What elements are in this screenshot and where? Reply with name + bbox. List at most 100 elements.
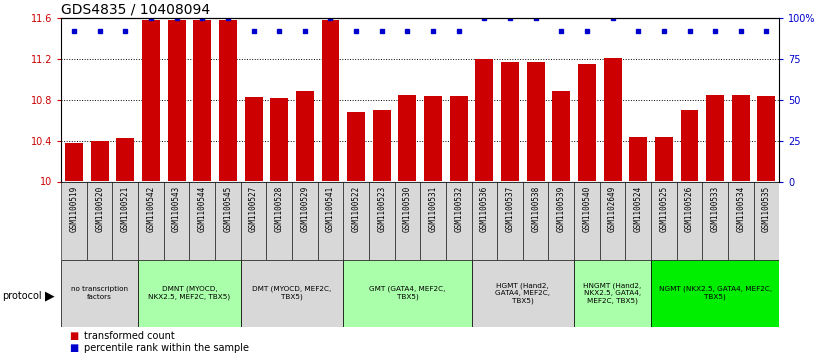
Bar — [472, 260, 574, 327]
Bar — [344, 260, 472, 327]
Text: protocol: protocol — [2, 291, 42, 301]
Bar — [241, 182, 266, 260]
Text: HNGMT (Hand2,
NKX2.5, GATA4,
MEF2C, TBX5): HNGMT (Hand2, NKX2.5, GATA4, MEF2C, TBX5… — [583, 282, 641, 304]
Bar — [61, 182, 86, 260]
Bar — [574, 182, 600, 260]
Bar — [706, 95, 724, 182]
Bar — [215, 182, 241, 260]
Bar — [266, 182, 292, 260]
Text: GSM1100545: GSM1100545 — [224, 185, 233, 232]
Bar — [600, 182, 625, 260]
Bar — [142, 20, 160, 182]
Bar — [446, 182, 472, 260]
Bar — [651, 260, 779, 327]
Text: no transcription
factors: no transcription factors — [71, 286, 128, 300]
Bar — [117, 138, 135, 182]
Bar — [395, 182, 420, 260]
Bar — [189, 182, 215, 260]
Bar — [548, 182, 574, 260]
Bar — [296, 91, 314, 182]
Text: ■: ■ — [69, 343, 78, 354]
Text: HGMT (Hand2,
GATA4, MEF2C,
TBX5): HGMT (Hand2, GATA4, MEF2C, TBX5) — [495, 282, 550, 304]
Text: GSM1100519: GSM1100519 — [69, 185, 78, 232]
Bar — [219, 20, 237, 182]
Bar — [164, 182, 189, 260]
Text: GSM1100542: GSM1100542 — [146, 185, 156, 232]
Bar — [270, 98, 288, 182]
Text: GSM1100532: GSM1100532 — [455, 185, 463, 232]
Bar — [138, 182, 164, 260]
Text: DMNT (MYOCD,
NKX2.5, MEF2C, TBX5): DMNT (MYOCD, NKX2.5, MEF2C, TBX5) — [149, 286, 230, 300]
Bar — [728, 182, 754, 260]
Text: GSM1100525: GSM1100525 — [659, 185, 668, 232]
Text: NGMT (NKX2.5, GATA4, MEF2C,
TBX5): NGMT (NKX2.5, GATA4, MEF2C, TBX5) — [659, 286, 772, 300]
Text: GSM1100538: GSM1100538 — [531, 185, 540, 232]
Text: GSM1100540: GSM1100540 — [583, 185, 592, 232]
Bar — [420, 182, 446, 260]
Bar — [732, 95, 750, 182]
Bar — [86, 182, 113, 260]
Bar — [369, 182, 395, 260]
Text: GMT (GATA4, MEF2C,
TBX5): GMT (GATA4, MEF2C, TBX5) — [369, 286, 446, 300]
Bar — [472, 182, 497, 260]
Bar — [61, 260, 138, 327]
Bar — [604, 58, 622, 182]
Bar — [497, 182, 523, 260]
Text: GSM1100530: GSM1100530 — [403, 185, 412, 232]
Text: GSM1100520: GSM1100520 — [95, 185, 104, 232]
Text: GSM1100529: GSM1100529 — [300, 185, 309, 232]
Bar — [754, 182, 779, 260]
Bar — [625, 182, 651, 260]
Text: GSM1100539: GSM1100539 — [557, 185, 565, 232]
Text: GSM1100537: GSM1100537 — [505, 185, 515, 232]
Text: GSM1100534: GSM1100534 — [736, 185, 745, 232]
Text: ▶: ▶ — [45, 289, 55, 302]
Bar — [757, 96, 775, 182]
Bar — [651, 182, 676, 260]
Bar — [526, 62, 544, 182]
Bar — [703, 182, 728, 260]
Text: GSM1100531: GSM1100531 — [428, 185, 437, 232]
Text: GSM1100522: GSM1100522 — [352, 185, 361, 232]
Bar — [574, 260, 651, 327]
Bar — [245, 97, 263, 182]
Text: DMT (MYOCD, MEF2C,
TBX5): DMT (MYOCD, MEF2C, TBX5) — [252, 286, 331, 300]
Text: GSM1100544: GSM1100544 — [197, 185, 206, 232]
Text: percentile rank within the sample: percentile rank within the sample — [84, 343, 249, 354]
Bar — [65, 143, 83, 182]
Text: GSM1100533: GSM1100533 — [711, 185, 720, 232]
Text: GSM1100528: GSM1100528 — [275, 185, 284, 232]
Bar — [552, 91, 570, 182]
Bar — [424, 96, 442, 182]
Bar — [344, 182, 369, 260]
Text: GSM1100521: GSM1100521 — [121, 185, 130, 232]
Bar — [676, 182, 703, 260]
Text: transformed count: transformed count — [84, 331, 175, 341]
Bar — [91, 140, 109, 182]
Bar — [629, 136, 647, 182]
Text: GSM1100523: GSM1100523 — [377, 185, 386, 232]
Bar — [398, 95, 416, 182]
Bar — [523, 182, 548, 260]
Bar — [241, 260, 344, 327]
Text: GSM1100536: GSM1100536 — [480, 185, 489, 232]
Bar — [373, 110, 391, 182]
Bar — [292, 182, 317, 260]
Text: GSM1100524: GSM1100524 — [634, 185, 643, 232]
Text: GDS4835 / 10408094: GDS4835 / 10408094 — [61, 3, 211, 17]
Text: ■: ■ — [69, 331, 78, 341]
Bar — [578, 64, 596, 182]
Bar — [501, 62, 519, 182]
Bar — [113, 182, 138, 260]
Bar — [681, 110, 698, 182]
Text: GSM1100526: GSM1100526 — [685, 185, 694, 232]
Bar — [138, 260, 241, 327]
Bar — [347, 112, 365, 182]
Bar — [193, 20, 211, 182]
Bar — [450, 96, 468, 182]
Text: GSM1100541: GSM1100541 — [326, 185, 335, 232]
Text: GSM1100527: GSM1100527 — [249, 185, 258, 232]
Bar — [655, 136, 673, 182]
Text: GSM1100535: GSM1100535 — [762, 185, 771, 232]
Text: GSM1102649: GSM1102649 — [608, 185, 617, 232]
